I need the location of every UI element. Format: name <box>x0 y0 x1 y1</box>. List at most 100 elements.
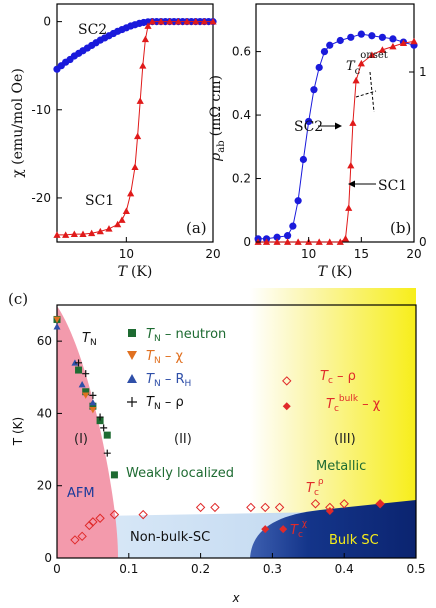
panel-a-point-sc1 <box>148 18 156 25</box>
panel-c-point-t-n- <box>103 449 111 457</box>
panel-c-point-t-c- <box>274 502 285 513</box>
panel-b-point-sc1 <box>352 76 360 84</box>
tc-chi-curve-label: Tcχ <box>290 519 307 540</box>
panel-c-point-t-n- <box>82 392 90 399</box>
afm-label: AFM <box>67 486 95 501</box>
legend-label-rh: TN – RH <box>146 372 191 389</box>
panel-b-ytick-label: 0.2 <box>232 172 251 186</box>
panel-b-point-sc1 <box>357 59 365 67</box>
panel-c-xtick-label: 0 <box>53 562 61 576</box>
panel-a-point-sc1 <box>200 18 208 25</box>
panel-c-point-t-n-neutron <box>96 417 104 425</box>
panel-c-point-t-n-neutron <box>103 431 111 439</box>
panel-a-point-sc1 <box>141 35 149 43</box>
panel-c-point-t-n- <box>100 424 108 432</box>
panel-b-sc1-arrowhead <box>348 180 355 188</box>
panel-c-point-t-n-r-h <box>78 381 86 388</box>
panel-b-point-sc1 <box>284 238 292 245</box>
panel-c-point-t-n- <box>75 359 83 367</box>
panel-c-point-t-c- <box>84 520 95 531</box>
panel-b-point-sc2 <box>326 41 334 49</box>
panel-a-point-sc1 <box>96 227 104 235</box>
legend-marker-neutron <box>128 329 136 337</box>
panel-a-point-sc1 <box>70 230 78 237</box>
tn-label: TN <box>82 331 97 348</box>
panel-c-point-t-n-r-h <box>71 359 79 366</box>
panel-b-x-axis-label-symbol: T <box>318 264 329 280</box>
panel-c-point-t-c-bulk- <box>325 507 334 516</box>
afm-region <box>57 306 118 558</box>
panel-b-tc-onset-label: Tc onset <box>346 50 388 77</box>
panel-c-xtick-label: 0.3 <box>263 562 282 576</box>
tn-label-symbol: T <box>82 331 91 346</box>
panel-b-y-axis-unit: (mΩ cm) <box>208 75 224 136</box>
panel-a-point-sc1 <box>134 132 142 140</box>
panel-c-ytick-label: 60 <box>37 334 52 348</box>
panel-c-point-t-c- <box>246 502 256 513</box>
panel-c-point-t-n- <box>89 407 97 414</box>
panel-a-point-sc1 <box>88 229 96 237</box>
panel-b-ytick-label: 0 <box>243 235 251 249</box>
panel-c-xtick-label: 0.5 <box>406 562 425 576</box>
panel-a-point-sc1 <box>105 225 113 232</box>
panel-c-point-t-c- <box>70 535 80 545</box>
panel-b-point-sc2 <box>284 232 292 240</box>
panel-b-tc-onset-sub: c <box>355 66 361 77</box>
panel-b-point-sc1 <box>410 37 418 45</box>
region-1-label: (I) <box>74 432 88 447</box>
panel-c-point-t-n- <box>89 391 97 399</box>
panel-c-point-t-n-neutron <box>82 388 90 396</box>
panel-b-tc-onset-line-2 <box>369 71 375 113</box>
panel-b-point-sc1 <box>399 39 408 46</box>
panel-b-y-axis-label: ρab (mΩ cm) <box>208 75 227 162</box>
panel-b-point-sc2 <box>320 48 329 56</box>
legend-marker-rho <box>127 397 137 407</box>
panel-b-point-sc2 <box>299 155 307 164</box>
panel-b-point-sc1 <box>347 161 355 169</box>
panel-b-point-sc2 <box>389 35 397 43</box>
panel-b-ytick-label: 0.6 <box>232 45 251 59</box>
panel-a-point-sc1 <box>209 18 217 25</box>
panel-a-point-sc1 <box>122 207 130 215</box>
panel-c-y-axis-label: T (K) <box>11 417 25 446</box>
panel-c-point-t-c- <box>310 499 321 509</box>
panel-b-point-sc1 <box>336 238 344 245</box>
panel-a-marks <box>53 18 217 238</box>
panel-b-point-sc1 <box>315 238 323 245</box>
panel-c-point-t-c- <box>282 376 292 386</box>
panel-a-ytick-label: 0 <box>43 15 51 29</box>
panel-a-y-axis-label: χ (emu/mol Oe) <box>10 68 26 178</box>
panel-a-x-axis-label: T (K) <box>118 264 153 280</box>
panel-b-xtick-label: 15 <box>354 247 369 261</box>
panel-a-point-sc1 <box>118 216 126 223</box>
panel-b-point-sc2 <box>273 233 281 241</box>
panel-b-sc2-arrowhead <box>335 122 342 130</box>
panel-a-point-sc1 <box>183 18 191 25</box>
panel-c-xtick-label: 0.2 <box>191 562 210 576</box>
panel-c-point-t-n-neutron <box>75 366 83 374</box>
panel-c-xtick-label: 0.1 <box>119 562 138 576</box>
panel-a-ytick-label: -20 <box>31 191 51 205</box>
bulk-sc-region <box>250 500 416 558</box>
legend-label-rho: TN – ρ <box>146 395 184 412</box>
panel-b-point-sc2 <box>357 30 365 38</box>
panel-c-frame <box>56 304 417 559</box>
panel-c-point-t-n-r-h <box>53 323 61 330</box>
panel-c-point-t-n-r-h <box>89 399 97 406</box>
panel-c-point-t-n-neutron <box>110 471 118 479</box>
bulk-sc-label: Bulk SC <box>329 533 379 548</box>
tn-label-sub: N <box>90 338 97 348</box>
panel-a-point-sc1 <box>131 163 139 170</box>
panel-a-ytick-label: -10 <box>31 103 51 117</box>
panel-b-sc1-annotation: SC1 <box>378 178 407 194</box>
panel-c-ytick-label: 40 <box>37 406 52 420</box>
tc-rho-label: Tc – ρ <box>320 369 356 386</box>
panel-c-legend: TN – neutron TN – χ TN – RH TN – ρ <box>127 327 226 412</box>
panel-c-point-t-c- <box>339 499 349 509</box>
panel-c-xtick-label: 0.4 <box>335 562 354 576</box>
panel-c-point-t-c- <box>260 502 270 513</box>
panel-b-point-sc2 <box>310 86 318 94</box>
panel-b-point-sc1 <box>273 238 281 245</box>
panel-c-point-t-c-bulk- <box>282 402 291 411</box>
panel-c-ticks: 0 0.1 0.2 0.3 0.4 0.5 0 20 40 60 <box>37 334 426 576</box>
